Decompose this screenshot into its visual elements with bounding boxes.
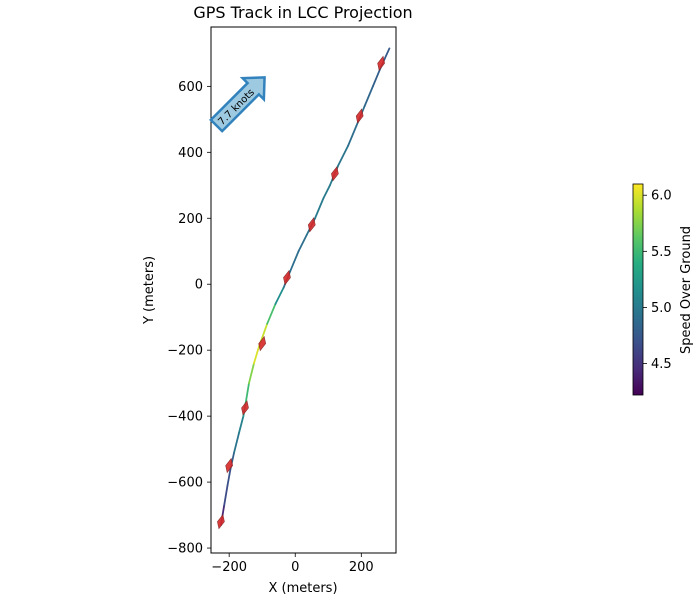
y-tick-label: 400 <box>178 146 203 161</box>
x-axis-label: X (meters) <box>268 581 337 596</box>
colorbar-tick-label: 5.5 <box>651 245 672 260</box>
y-tick-label: 200 <box>178 212 203 227</box>
x-axis-ticks: −200 0 200 <box>211 553 374 575</box>
y-axis-ticks: −800 −600 −400 −200 0 200 400 600 <box>167 80 211 557</box>
track-segment <box>244 382 250 404</box>
speed-annotation: 7.7 knots <box>209 76 266 133</box>
colorbar-ticks: 4.5 5.0 5.5 6.0 <box>643 189 672 372</box>
colorbar-tick-label: 4.5 <box>651 357 672 372</box>
y-axis-label: Y (meters) <box>142 256 157 325</box>
y-tick-label: −200 <box>167 344 203 359</box>
track-segment <box>266 303 277 325</box>
heading-arrow <box>217 513 225 530</box>
heading-arrow <box>331 166 339 182</box>
heading-arrow <box>241 400 249 416</box>
track-segment <box>238 415 245 434</box>
track-segment <box>233 431 240 454</box>
colorbar <box>632 183 644 396</box>
chart-title: GPS Track in LCC Projection <box>193 3 412 22</box>
track-segment <box>274 286 285 305</box>
heading-arrow <box>355 108 364 124</box>
heading-arrow <box>307 217 316 233</box>
track-segment <box>314 197 325 220</box>
speed-arrow: 7.7 knots <box>209 76 266 133</box>
track-segment <box>337 144 349 167</box>
track-segment <box>347 125 358 147</box>
x-tick-label: −200 <box>211 560 247 575</box>
plot-area <box>210 26 397 554</box>
track-segment <box>363 85 374 108</box>
heading-arrow <box>283 269 291 286</box>
y-tick-label: 0 <box>195 278 203 293</box>
heading-arrow <box>225 457 233 474</box>
track-segment <box>322 184 331 200</box>
track-segment <box>289 250 300 272</box>
track-line <box>220 47 391 526</box>
y-tick-label: −400 <box>167 410 203 425</box>
colorbar-tick-label: 6.0 <box>651 189 672 204</box>
y-tick-label: −600 <box>167 476 203 491</box>
x-tick-label: 200 <box>349 560 374 575</box>
colorbar-tick-label: 5.0 <box>651 301 672 316</box>
track-segment <box>253 345 260 365</box>
track-segment <box>226 468 232 487</box>
x-tick-label: 0 <box>291 560 299 575</box>
y-tick-label: 600 <box>178 80 203 95</box>
track-segment <box>223 484 229 507</box>
track-segment <box>248 362 255 385</box>
track-segment <box>297 233 308 253</box>
heading-arrow <box>377 55 385 71</box>
heading-arrows <box>217 55 385 530</box>
colorbar-label: Speed Over Ground <box>679 226 694 354</box>
heading-arrow <box>258 335 267 352</box>
y-tick-label: −800 <box>167 542 203 557</box>
